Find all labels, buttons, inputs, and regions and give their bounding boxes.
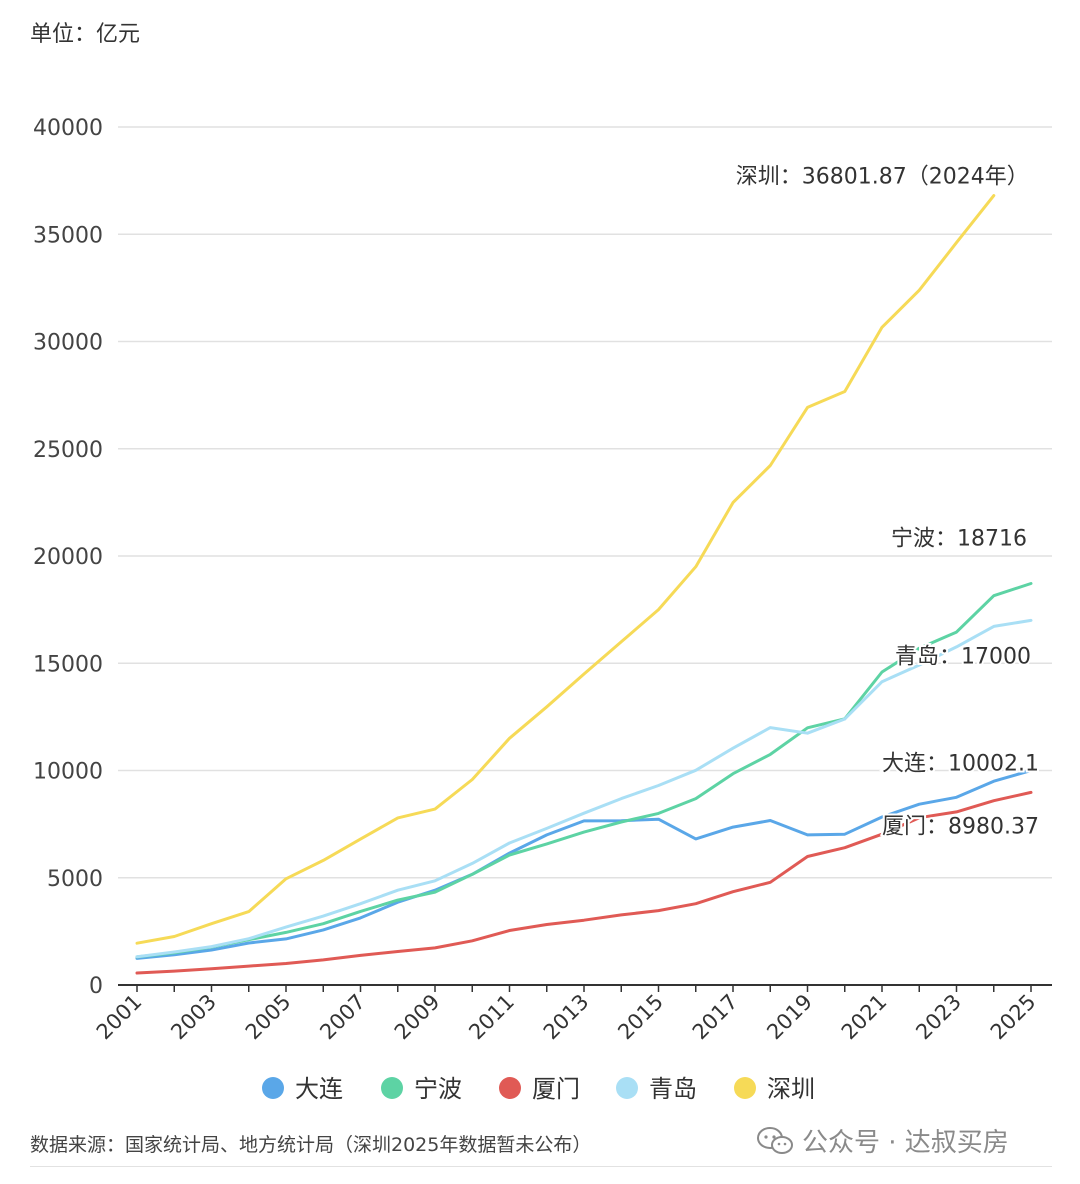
y-tick-label: 20000 (33, 545, 103, 570)
legend-marker (499, 1077, 521, 1099)
series-line-4 (135, 194, 996, 945)
y-tick-label: 25000 (33, 438, 103, 463)
series-line-2 (135, 790, 1033, 975)
unit-label: 单位：亿元 (30, 22, 141, 47)
annotation-label: 大连：10002.1 (882, 751, 1039, 776)
series-line-0 (135, 769, 1033, 960)
x-tick-label: 2023 (911, 990, 966, 1045)
watermark: 公众号 · 达叔买房 (756, 1122, 1009, 1159)
series-line-1 (135, 582, 1033, 959)
legend-label: 宁波 (414, 1075, 462, 1103)
x-tick-label: 2017 (688, 990, 743, 1045)
legend-label: 厦门 (532, 1075, 580, 1103)
x-tick-label: 2013 (539, 990, 594, 1045)
annotation-label: 宁波：18716 (891, 527, 1027, 552)
x-tick-label: 2011 (464, 990, 519, 1045)
source-note: 数据来源：国家统计局、地方统计局（深圳2025年数据暂未公布） (30, 1134, 592, 1156)
y-tick-label: 5000 (47, 867, 103, 892)
x-tick-label: 2009 (390, 990, 445, 1045)
annotations: 深圳：36801.87（2024年） 宁波：18716 青岛：17000 大连：100… (734, 163, 1041, 842)
y-tick-label: 40000 (33, 116, 103, 141)
x-tick-label: 2005 (241, 990, 296, 1045)
x-tick-label: 2019 (762, 990, 817, 1045)
x-tick-label: 2007 (315, 990, 370, 1045)
legend: 大连 宁波 厦门 青岛 深圳 (262, 1075, 815, 1103)
legend-marker (616, 1077, 638, 1099)
legend-marker (734, 1077, 756, 1099)
wechat-icon (757, 1126, 793, 1154)
x-tick-label: 2021 (837, 990, 892, 1045)
series-lines (135, 194, 1033, 975)
x-axis: 2001 2003 2005 2007 2009 2011 2013 2015 2017 2019… (92, 985, 1041, 1044)
legend-label: 青岛 (649, 1075, 697, 1103)
divider (30, 1166, 1052, 1167)
series-line-3 (135, 618, 1033, 959)
y-tick-label: 35000 (33, 223, 103, 248)
y-tick-label: 10000 (33, 760, 103, 785)
legend-label: 深圳 (767, 1075, 815, 1103)
legend-marker (381, 1077, 403, 1099)
annotation-label: 深圳：36801.87（2024年） (736, 165, 1029, 190)
line-chart: 0 5000 10000 15000 20000 25000 30000 35000 40000… (33, 116, 1052, 1103)
x-tick-label: 2015 (613, 990, 668, 1045)
annotation-label: 青岛：17000 (895, 644, 1031, 669)
annotation-label: 厦门：8980.37 (882, 814, 1039, 839)
y-tick-label: 30000 (33, 331, 103, 356)
grid-lines (118, 126, 1052, 986)
legend-marker (262, 1077, 284, 1099)
y-axis-labels: 0 5000 10000 15000 20000 25000 30000 35000 40000 (33, 116, 103, 999)
watermark-text: 公众号 · 达叔买房 (802, 1128, 1009, 1158)
x-tick-label: 2003 (166, 990, 221, 1045)
x-tick-label: 2025 (986, 990, 1041, 1045)
y-tick-label: 0 (89, 974, 103, 999)
legend-label: 大连 (295, 1075, 343, 1103)
y-tick-label: 15000 (33, 652, 103, 677)
